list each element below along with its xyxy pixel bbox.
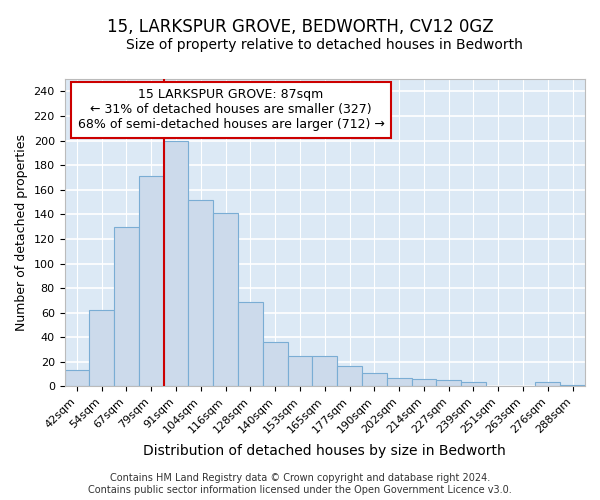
X-axis label: Distribution of detached houses by size in Bedworth: Distribution of detached houses by size … [143, 444, 506, 458]
Text: 15 LARKSPUR GROVE: 87sqm
← 31% of detached houses are smaller (327)
68% of semi-: 15 LARKSPUR GROVE: 87sqm ← 31% of detach… [77, 88, 385, 132]
Title: Size of property relative to detached houses in Bedworth: Size of property relative to detached ho… [127, 38, 523, 52]
Bar [436, 380, 461, 386]
Bar [362, 373, 387, 386]
Text: 15, LARKSPUR GROVE, BEDWORTH, CV12 0GZ: 15, LARKSPUR GROVE, BEDWORTH, CV12 0GZ [107, 18, 493, 36]
Bar [114, 226, 139, 386]
Bar [164, 140, 188, 386]
Text: Contains HM Land Registry data © Crown copyright and database right 2024.
Contai: Contains HM Land Registry data © Crown c… [88, 474, 512, 495]
Bar [313, 356, 337, 386]
Y-axis label: Number of detached properties: Number of detached properties [15, 134, 28, 332]
Bar [89, 310, 114, 386]
Bar [188, 200, 213, 386]
Bar [535, 382, 560, 386]
Bar [139, 176, 164, 386]
Bar [412, 379, 436, 386]
Bar [263, 342, 287, 386]
Bar [387, 378, 412, 386]
Bar [238, 302, 263, 386]
Bar [461, 382, 486, 386]
Bar [65, 370, 89, 386]
Bar [213, 213, 238, 386]
Bar [560, 385, 585, 386]
Bar [287, 356, 313, 386]
Bar [337, 366, 362, 386]
